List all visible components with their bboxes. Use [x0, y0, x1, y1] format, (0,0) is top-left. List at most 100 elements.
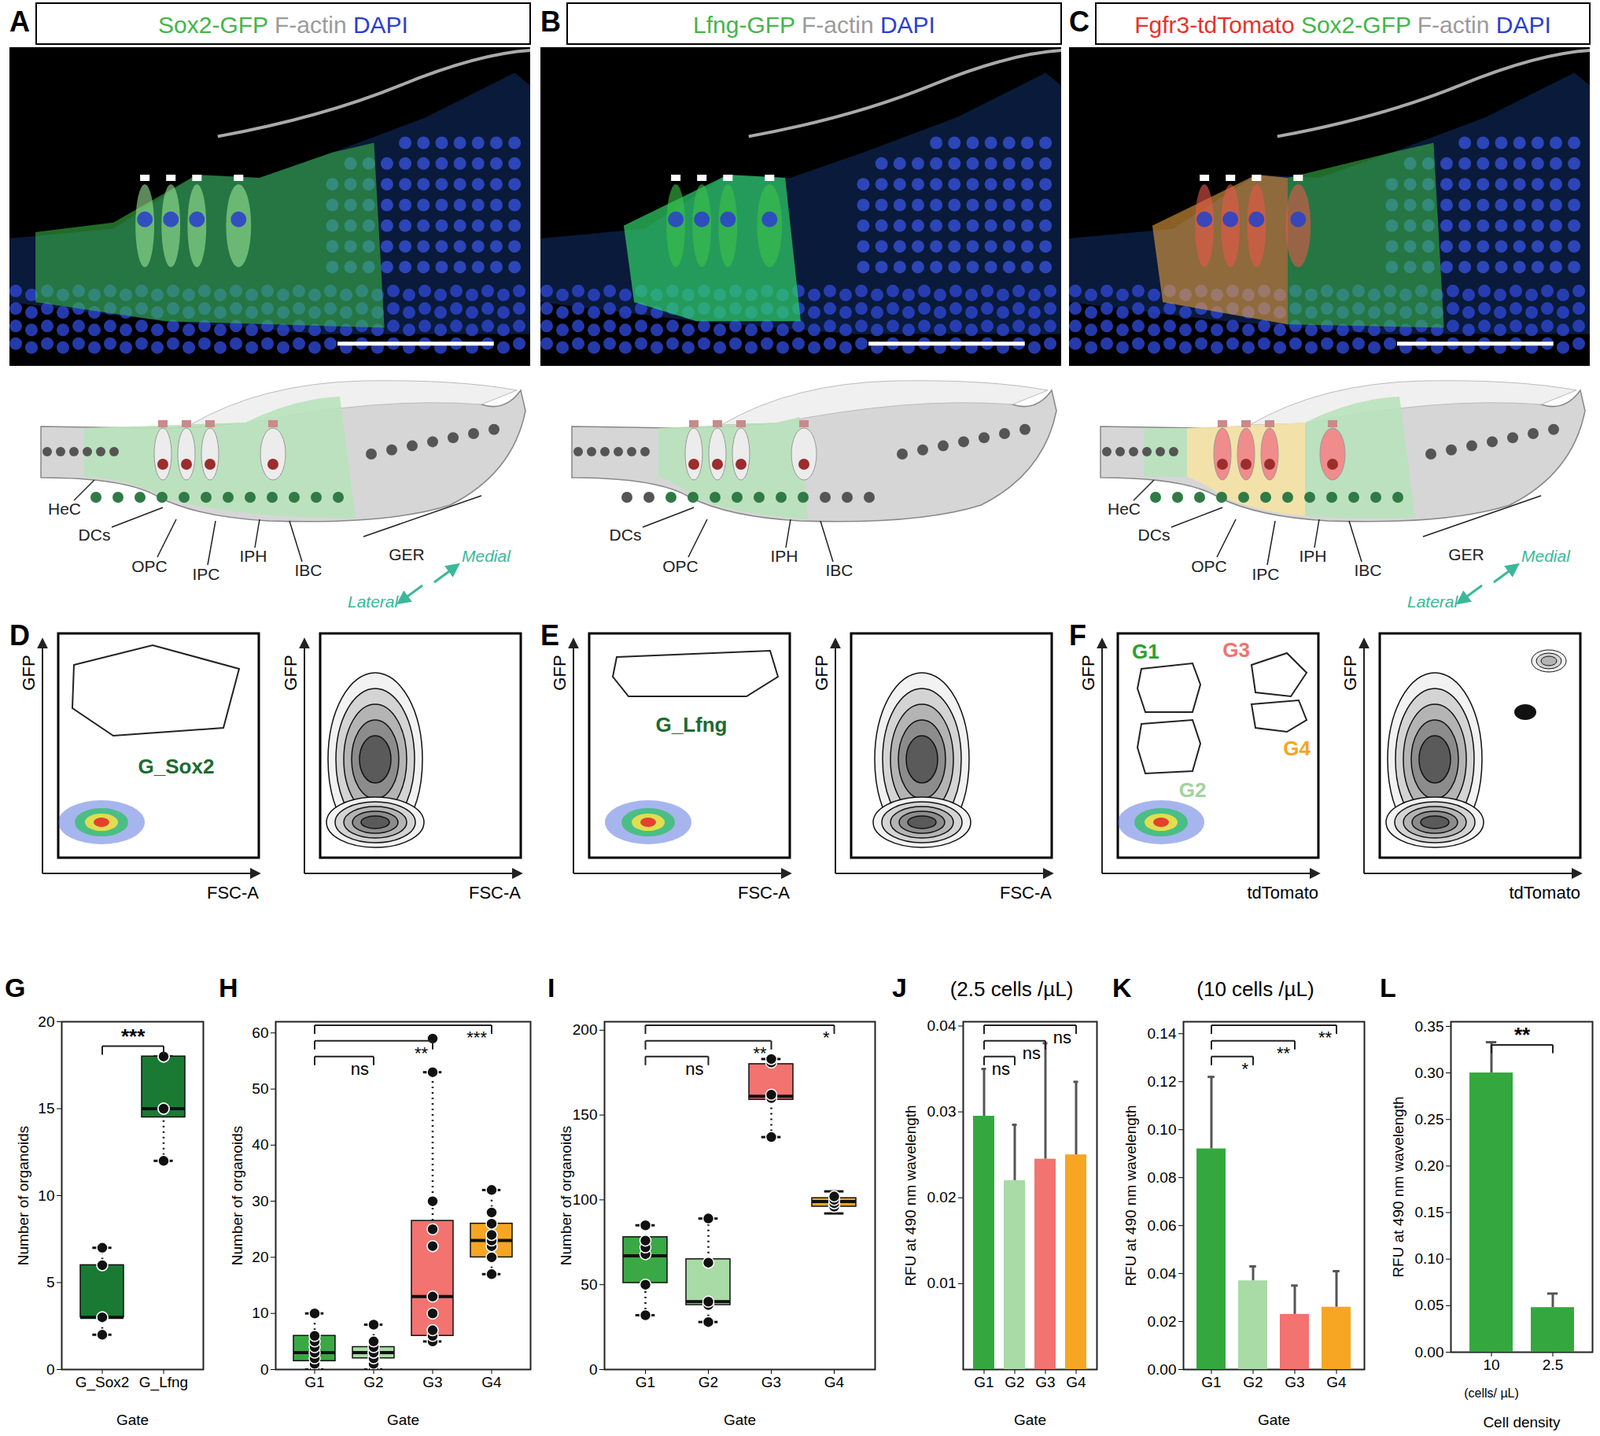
svg-text:G_Lfng: G_Lfng: [656, 712, 728, 737]
svg-text:D: D: [9, 619, 30, 652]
svg-text:100: 100: [572, 1190, 598, 1208]
svg-text:G4: G4: [824, 1373, 845, 1390]
svg-text:Number of organoids: Number of organoids: [14, 1125, 32, 1265]
svg-text:Number of organoids: Number of organoids: [557, 1125, 575, 1265]
svg-text:Lateral: Lateral: [347, 592, 400, 611]
svg-text:G4: G4: [1282, 736, 1311, 760]
svg-text:GFP: GFP: [811, 654, 832, 690]
svg-text:*: *: [822, 1027, 830, 1048]
svg-text:10: 10: [37, 1187, 55, 1204]
svg-text:G2: G2: [1242, 1373, 1263, 1390]
svg-text:GFP: GFP: [18, 654, 39, 690]
svg-text:IPC: IPC: [191, 564, 220, 583]
svg-text:DCs: DCs: [609, 525, 642, 544]
svg-text:FSC-A: FSC-A: [737, 882, 790, 903]
svg-text:ns: ns: [1022, 1043, 1041, 1063]
svg-text:G2: G2: [1004, 1373, 1025, 1390]
svg-text:Fgfr3-tdTomato Sox2-GFP F-acti: Fgfr3-tdTomato Sox2-GFP F-actin DAPI: [1134, 11, 1552, 38]
svg-text:**: **: [1276, 1043, 1291, 1063]
svg-text:G1: G1: [1201, 1373, 1221, 1390]
svg-text:0: 0: [589, 1360, 598, 1378]
svg-text:Gate: Gate: [723, 1411, 756, 1428]
svg-text:GER: GER: [388, 545, 425, 564]
svg-text:0.04: 0.04: [927, 1017, 957, 1034]
svg-text:Gate: Gate: [1257, 1411, 1291, 1428]
svg-text:0.20: 0.20: [1415, 1157, 1445, 1174]
svg-text:G3: G3: [761, 1373, 782, 1390]
svg-text:G4: G4: [1065, 1373, 1087, 1390]
svg-text:IBC: IBC: [294, 560, 322, 579]
svg-text:IPH: IPH: [239, 546, 267, 565]
svg-text:RFU at 490 nm wavelength: RFU at 490 nm wavelength: [902, 1104, 919, 1286]
svg-text:HeC: HeC: [47, 499, 82, 518]
svg-text:RFU at 490 nm wavelength: RFU at 490 nm wavelength: [1389, 1095, 1407, 1277]
svg-text:RFU at 490 nm wavelength: RFU at 490 nm wavelength: [1122, 1104, 1140, 1286]
svg-text:***: ***: [466, 1027, 487, 1048]
svg-text:G4: G4: [481, 1373, 502, 1390]
svg-text:0: 0: [260, 1360, 270, 1378]
svg-text:0.04: 0.04: [1147, 1264, 1177, 1282]
svg-text:0.14: 0.14: [1147, 1024, 1177, 1042]
svg-text:DCs: DCs: [1138, 525, 1171, 544]
svg-text:*: *: [1241, 1058, 1249, 1079]
svg-text:0.35: 0.35: [1415, 1017, 1445, 1034]
svg-text:IPH: IPH: [1298, 546, 1327, 565]
svg-text:GFP: GFP: [280, 654, 301, 690]
svg-text:40: 40: [251, 1135, 269, 1153]
svg-text:OPC: OPC: [1190, 556, 1228, 576]
svg-text:Gate: Gate: [1013, 1411, 1047, 1428]
svg-text:B: B: [540, 5, 561, 38]
svg-text:Lfng-GFP F-actin DAPI: Lfng-GFP F-actin DAPI: [693, 11, 936, 38]
svg-text:Gate: Gate: [116, 1411, 149, 1428]
svg-text:0.00: 0.00: [1147, 1360, 1177, 1378]
svg-text:10: 10: [251, 1304, 269, 1321]
svg-text:G2: G2: [698, 1373, 719, 1390]
svg-text:IBC: IBC: [1353, 560, 1382, 579]
svg-text:GFP: GFP: [1340, 654, 1361, 690]
svg-text:0.05: 0.05: [1415, 1296, 1445, 1313]
svg-text:2.5: 2.5: [1542, 1356, 1564, 1373]
svg-text:0.25: 0.25: [1415, 1110, 1445, 1128]
svg-text:G1: G1: [1131, 639, 1160, 664]
svg-text:OPC: OPC: [131, 556, 168, 576]
svg-text:***: ***: [121, 1024, 146, 1048]
svg-text:50: 50: [580, 1275, 598, 1293]
svg-text:Number of organoids: Number of organoids: [228, 1125, 246, 1265]
svg-text:E: E: [540, 619, 560, 652]
svg-text:0.08: 0.08: [1147, 1168, 1177, 1186]
svg-text:ns: ns: [685, 1058, 704, 1079]
svg-text:0.15: 0.15: [1415, 1203, 1445, 1221]
svg-text:0.01: 0.01: [927, 1274, 957, 1291]
svg-text:0.03: 0.03: [927, 1102, 957, 1120]
svg-text:50: 50: [251, 1080, 269, 1097]
svg-text:Cell density: Cell density: [1482, 1413, 1561, 1431]
svg-text:ns: ns: [991, 1058, 1011, 1079]
svg-text:tdTomato: tdTomato: [1509, 882, 1582, 903]
svg-text:G4: G4: [1326, 1373, 1347, 1390]
svg-text:IBC: IBC: [825, 560, 853, 579]
svg-text:0.02: 0.02: [1147, 1312, 1177, 1330]
svg-text:OPC: OPC: [662, 556, 699, 576]
svg-text:G1: G1: [635, 1373, 656, 1390]
svg-text:G_Sox2: G_Sox2: [75, 1373, 130, 1391]
svg-text:GFP: GFP: [549, 654, 570, 690]
svg-text:GER: GER: [1448, 545, 1485, 564]
svg-text:0: 0: [46, 1360, 56, 1378]
svg-text:G2: G2: [1179, 777, 1207, 802]
svg-text:G3: G3: [1222, 637, 1250, 662]
svg-text:0.00: 0.00: [1415, 1343, 1445, 1361]
svg-text:0.10: 0.10: [1415, 1249, 1445, 1267]
svg-text:10: 10: [1482, 1356, 1500, 1373]
svg-text:IPH: IPH: [770, 546, 798, 565]
svg-text:0.02: 0.02: [927, 1188, 957, 1206]
svg-text:ns: ns: [1053, 1027, 1072, 1048]
svg-text:G3: G3: [1284, 1373, 1305, 1390]
svg-text:(cells/ µL): (cells/ µL): [1463, 1386, 1519, 1400]
svg-text:15: 15: [37, 1099, 55, 1117]
svg-text:G_Lfng: G_Lfng: [139, 1373, 189, 1391]
svg-text:**: **: [1318, 1027, 1333, 1048]
svg-text:G1: G1: [973, 1373, 994, 1390]
svg-text:Gate: Gate: [387, 1411, 420, 1428]
svg-text:Medial: Medial: [1521, 546, 1571, 565]
svg-text:HeC: HeC: [1107, 499, 1141, 518]
